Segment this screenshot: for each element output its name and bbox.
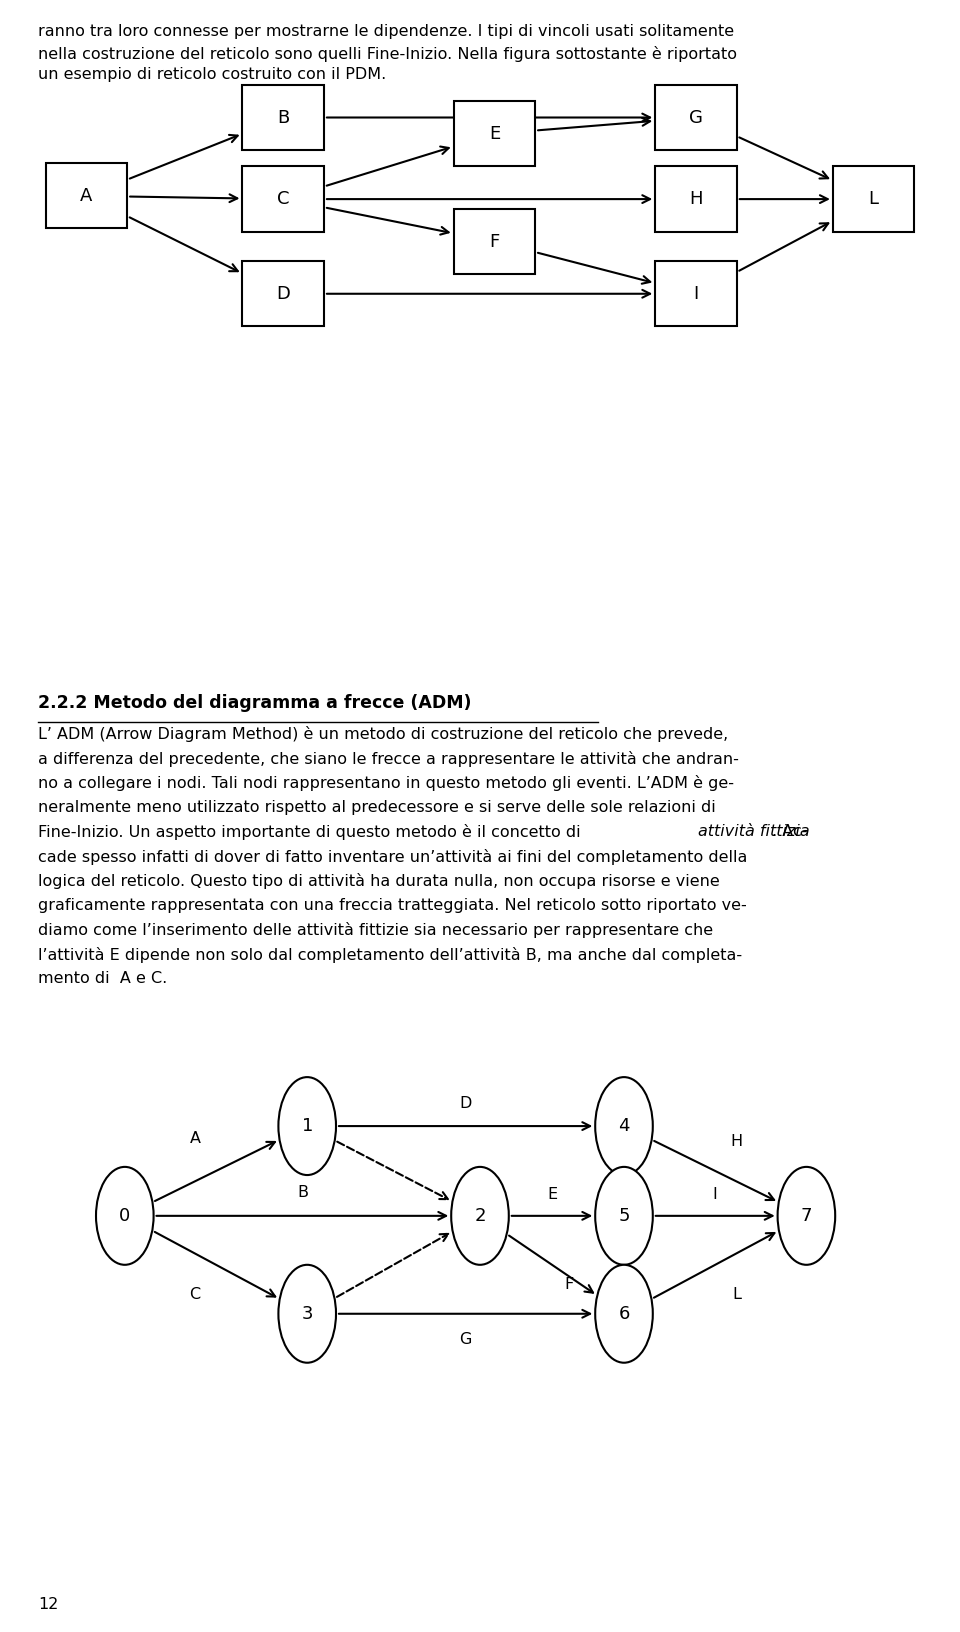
FancyBboxPatch shape [45, 163, 127, 228]
Text: F: F [564, 1276, 574, 1293]
Text: cade spesso infatti di dover di fatto inventare un’attività ai fini del completa: cade spesso infatti di dover di fatto in… [38, 849, 748, 865]
Circle shape [595, 1167, 653, 1265]
FancyBboxPatch shape [655, 85, 737, 150]
Text: l’attività E dipende non solo dal completamento dell’attività B, ma anche dal co: l’attività E dipende non solo dal comple… [38, 947, 742, 963]
Text: 1: 1 [301, 1116, 313, 1136]
FancyBboxPatch shape [833, 166, 914, 232]
Text: 7: 7 [801, 1206, 812, 1226]
Text: mento di  A e C.: mento di A e C. [38, 971, 168, 986]
FancyBboxPatch shape [454, 209, 536, 274]
Text: F: F [490, 232, 499, 251]
Circle shape [595, 1265, 653, 1363]
Text: C: C [189, 1286, 201, 1302]
Text: E: E [547, 1186, 557, 1203]
Text: 0: 0 [119, 1206, 131, 1226]
Text: D: D [460, 1095, 471, 1111]
Text: un esempio di reticolo costruito con il PDM.: un esempio di reticolo costruito con il … [38, 67, 387, 82]
Text: G: G [460, 1332, 471, 1348]
Text: H: H [689, 189, 703, 209]
Text: G: G [689, 108, 703, 127]
Text: A: A [189, 1131, 201, 1146]
Text: C: C [276, 189, 290, 209]
FancyBboxPatch shape [242, 261, 324, 326]
Text: a differenza del precedente, che siano le frecce a rappresentare le attività che: a differenza del precedente, che siano l… [38, 751, 739, 767]
Circle shape [278, 1265, 336, 1363]
FancyBboxPatch shape [655, 261, 737, 326]
Text: ranno tra loro connesse per mostrarne le dipendenze. I tipi di vincoli usati sol: ranno tra loro connesse per mostrarne le… [38, 24, 734, 39]
Text: B: B [297, 1185, 308, 1201]
Circle shape [451, 1167, 509, 1265]
Text: 2: 2 [474, 1206, 486, 1226]
Text: B: B [277, 108, 289, 127]
Circle shape [595, 1077, 653, 1175]
Text: attività fittizia: attività fittizia [698, 824, 809, 839]
Text: Fine-Inizio. Un aspetto importante di questo metodo è il concetto di: Fine-Inizio. Un aspetto importante di qu… [38, 824, 587, 840]
Circle shape [96, 1167, 154, 1265]
Text: 3: 3 [301, 1304, 313, 1324]
Text: graficamente rappresentata con una freccia tratteggiata. Nel reticolo sotto ripo: graficamente rappresentata con una frecc… [38, 898, 747, 912]
Text: 2.2.2 Metodo del diagramma a frecce (ADM): 2.2.2 Metodo del diagramma a frecce (ADM… [38, 694, 472, 712]
Circle shape [278, 1077, 336, 1175]
Circle shape [778, 1167, 835, 1265]
Text: . Ac-: . Ac- [772, 824, 807, 839]
Text: H: H [731, 1134, 742, 1149]
FancyBboxPatch shape [242, 85, 324, 150]
Text: L’ ADM (Arrow Diagram Method) è un metodo di costruzione del reticolo che preved: L’ ADM (Arrow Diagram Method) è un metod… [38, 726, 729, 743]
Text: 6: 6 [618, 1304, 630, 1324]
Text: L: L [869, 189, 878, 209]
Text: E: E [489, 124, 500, 144]
Text: neralmente meno utilizzato rispetto al predecessore e si serve delle sole relazi: neralmente meno utilizzato rispetto al p… [38, 800, 716, 814]
Text: 4: 4 [618, 1116, 630, 1136]
Text: L: L [732, 1286, 741, 1302]
FancyBboxPatch shape [242, 166, 324, 232]
Text: D: D [276, 284, 290, 304]
Text: nella costruzione del reticolo sono quelli Fine-Inizio. Nella figura sottostante: nella costruzione del reticolo sono quel… [38, 46, 737, 62]
Text: no a collegare i nodi. Tali nodi rappresentano in questo metodo gli eventi. L’AD: no a collegare i nodi. Tali nodi rappres… [38, 775, 734, 792]
Text: I: I [693, 284, 699, 304]
FancyBboxPatch shape [655, 166, 737, 232]
Text: I: I [713, 1186, 717, 1203]
Text: diamo come l’inserimento delle attività fittizie sia necessario per rappresentar: diamo come l’inserimento delle attività … [38, 922, 713, 938]
FancyBboxPatch shape [454, 101, 536, 166]
Text: A: A [81, 186, 92, 206]
Text: logica del reticolo. Questo tipo di attività ha durata nulla, non occupa risorse: logica del reticolo. Questo tipo di atti… [38, 873, 720, 889]
Text: 5: 5 [618, 1206, 630, 1226]
Text: 12: 12 [38, 1598, 59, 1612]
